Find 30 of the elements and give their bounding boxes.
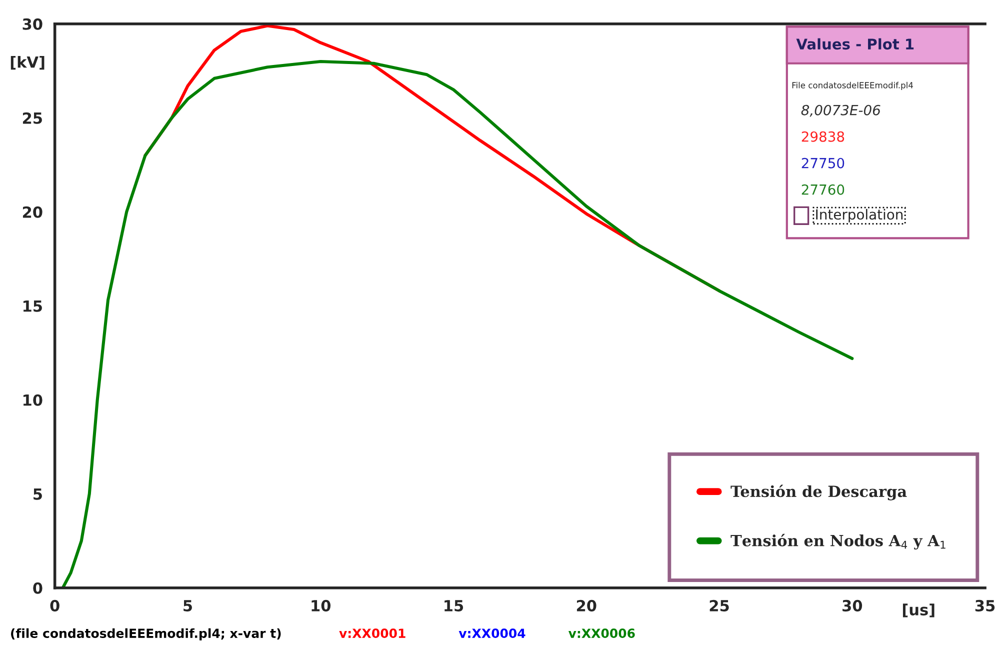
x-tick-label: 0 — [50, 600, 60, 612]
x-tick-label: 25 — [710, 600, 729, 612]
y-axis-title: [kV] — [10, 56, 44, 70]
annotation: File condatosdelEEEmodif.pl4 — [792, 82, 913, 90]
y-tick-label: 15 — [23, 300, 42, 312]
annotation: 27760 — [802, 184, 844, 195]
x-tick-label: 35 — [975, 600, 995, 612]
x-tick-label: 15 — [444, 600, 464, 612]
x-axis-title: [us] — [902, 604, 934, 618]
text: (file condatosdelEEEmodif.pl4; x-var t) — [11, 628, 281, 640]
text: v:XX0004 — [458, 628, 526, 638]
annotation: 29838 — [802, 131, 844, 142]
x-tick-label: 30 — [842, 600, 862, 612]
text: v:XX0006 — [568, 628, 635, 638]
annotation: 8,0073E-06 — [801, 104, 880, 117]
x-tick-label: 5 — [184, 600, 192, 612]
legend-label: Tensión en Nodos A$_{4}$ y A$_{1}$ — [730, 534, 946, 550]
x-tick-label: 10 — [312, 600, 331, 612]
x-tick-label: 20 — [576, 600, 596, 612]
y-tick-label: 30 — [22, 18, 42, 30]
legend-label: Tensión de Descarga — [730, 484, 907, 500]
annotation: Interpolation — [816, 208, 903, 222]
y-tick-label: 10 — [23, 394, 42, 406]
y-tick-label: 25 — [22, 112, 42, 124]
y-tick-label: 0 — [33, 582, 42, 594]
text: v:XX0001 — [339, 628, 406, 638]
y-tick-label: 5 — [34, 488, 42, 500]
annotation: Values - Plot 1 — [796, 38, 914, 50]
annotation: 27750 — [802, 158, 844, 168]
y-tick-label: 20 — [22, 206, 42, 218]
